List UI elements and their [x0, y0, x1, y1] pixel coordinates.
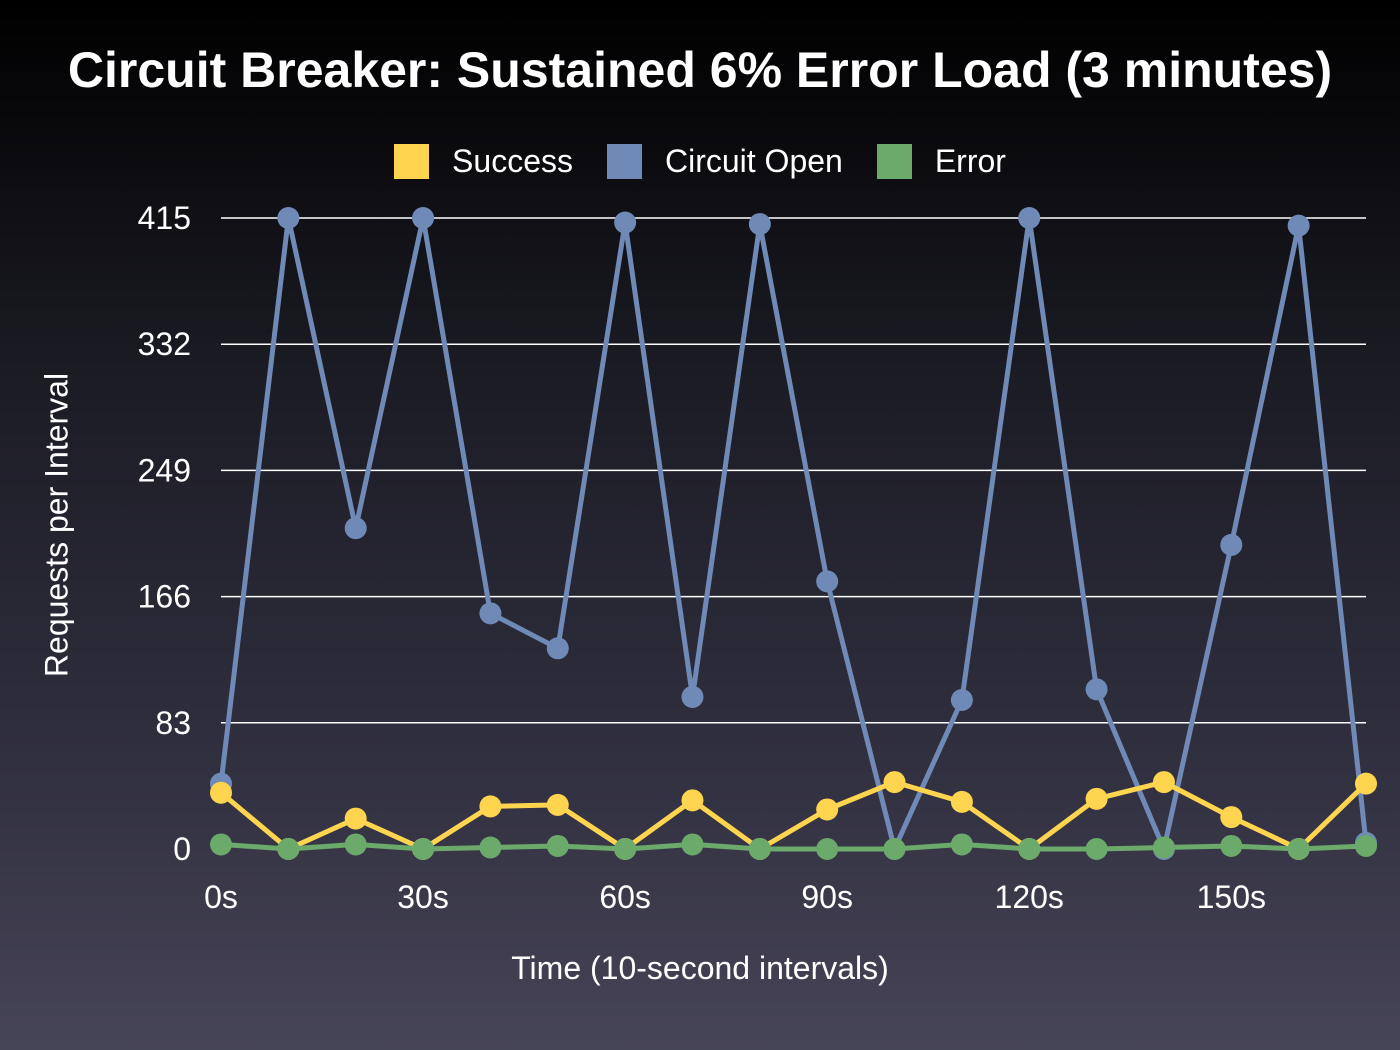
data-point-error [1287, 838, 1310, 860]
y-tick-label: 249 [138, 452, 191, 488]
legend-item-circuit-open: Circuit Open [606, 141, 843, 181]
legend-label-circuit-open: Circuit Open [664, 143, 843, 179]
data-point-success [681, 789, 704, 812]
data-point-success [1085, 787, 1108, 810]
data-point-success [546, 793, 569, 816]
legend-swatch-success [394, 143, 430, 179]
data-point-success [816, 798, 839, 821]
series-line-error [218, 841, 1369, 852]
series-line-success [218, 779, 1369, 852]
x-tick-label: 60s [599, 879, 651, 915]
x-axis-label: Time (10-second intervals) [511, 950, 889, 986]
data-point-circuit-open [1018, 207, 1041, 229]
legend-swatch-circuit-open [606, 143, 642, 179]
data-point-circuit-open [748, 213, 771, 236]
data-point-circuit-open [950, 688, 973, 711]
series-lines [210, 207, 1377, 860]
data-point-circuit-open [412, 207, 435, 229]
data-point-error [344, 833, 367, 856]
data-point-error [412, 838, 435, 860]
data-point-success [344, 807, 367, 830]
data-point-circuit-open [816, 570, 839, 593]
data-point-error [210, 833, 232, 856]
data-point-error [546, 834, 569, 857]
data-point-error [950, 833, 973, 856]
data-point-circuit-open [614, 211, 637, 234]
x-tick-label: 30s [397, 879, 449, 915]
y-tick-label: 415 [138, 200, 191, 236]
data-point-success [883, 771, 906, 794]
data-point-error [816, 838, 839, 860]
legend-swatch-error [876, 143, 912, 179]
data-point-error [1018, 838, 1041, 860]
legend-item-success: Success [394, 141, 573, 181]
data-point-error [681, 833, 704, 856]
data-point-circuit-open [479, 602, 502, 625]
legend-item-error: Error [876, 141, 1006, 181]
data-point-error [748, 838, 771, 860]
data-point-success [1355, 772, 1377, 795]
x-tick-label: 120s [995, 879, 1064, 915]
data-point-success [1220, 806, 1243, 829]
data-point-error [277, 838, 300, 860]
data-point-circuit-open [681, 685, 704, 708]
y-tick-label: 332 [138, 326, 191, 362]
data-point-circuit-open [546, 637, 569, 660]
data-point-success [479, 795, 502, 818]
series-error [210, 833, 1377, 860]
gridlines [221, 217, 1366, 724]
x-tick-label: 0s [204, 879, 238, 915]
data-point-success [1152, 771, 1175, 794]
legend: Success Circuit Open Error [0, 141, 1400, 181]
data-point-error [614, 838, 637, 860]
data-point-circuit-open [277, 207, 300, 229]
y-tick-label: 83 [155, 705, 191, 741]
chart-title: Circuit Breaker: Sustained 6% Error Load… [67, 42, 1333, 98]
data-point-success [950, 790, 973, 813]
series-circuit-open [210, 207, 1377, 860]
x-tick-labels: 0s 30s 60s 90s 120s 150s [204, 879, 1266, 915]
x-tick-label: 90s [801, 879, 853, 915]
data-point-error [1220, 834, 1243, 857]
data-point-circuit-open [1085, 678, 1108, 701]
data-point-circuit-open [1287, 214, 1310, 237]
x-tick-label: 150s [1197, 879, 1266, 915]
legend-label-error: Error [934, 143, 1006, 179]
data-point-success [210, 781, 232, 804]
data-point-error [1152, 836, 1175, 859]
data-point-error [1085, 838, 1108, 860]
y-tick-label: 0 [173, 831, 191, 867]
data-point-error [479, 836, 502, 859]
data-point-error [883, 838, 906, 860]
y-tick-labels: 0 83 166 249 332 415 [138, 200, 191, 867]
legend-label-success: Success [452, 143, 573, 179]
data-point-circuit-open [1220, 533, 1243, 556]
data-point-error [1355, 834, 1377, 857]
series-line-circuit-open [218, 215, 1369, 852]
y-tick-label: 166 [138, 579, 191, 615]
data-point-circuit-open [344, 517, 367, 540]
